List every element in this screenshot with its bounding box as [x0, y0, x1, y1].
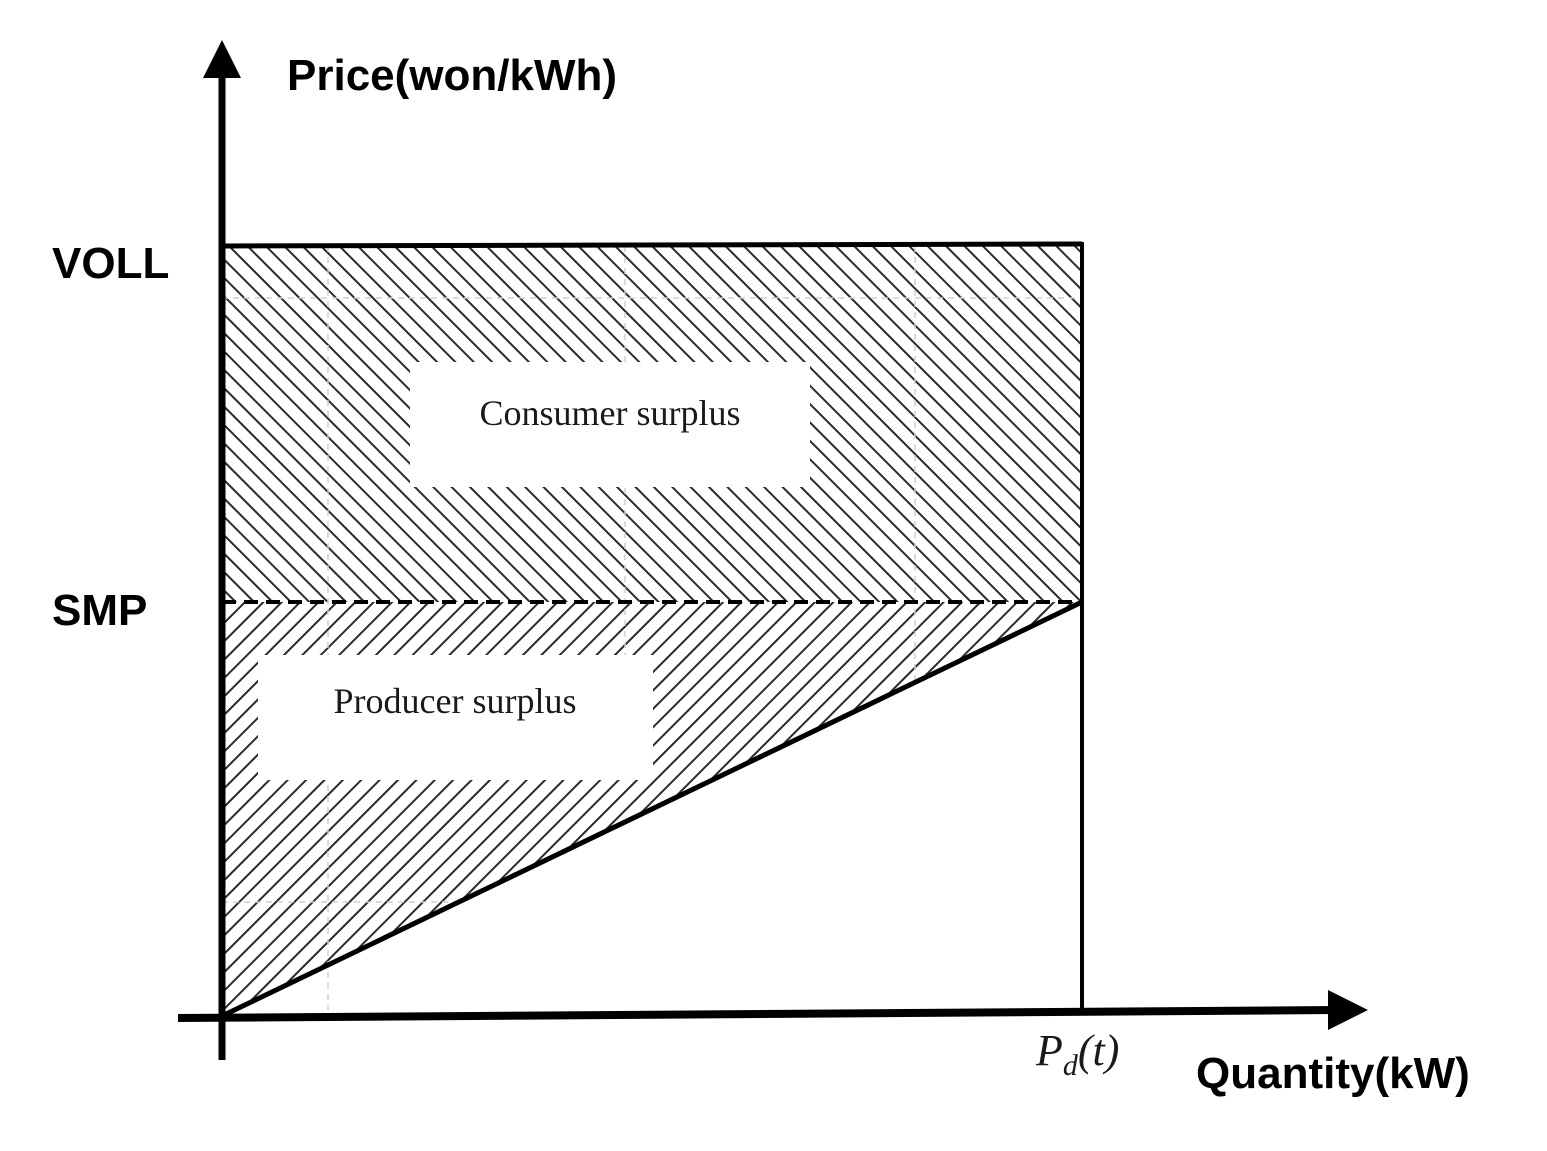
- y-axis-title: Price(won/kWh): [287, 51, 617, 100]
- demand-quantity-subscript: d: [1063, 1049, 1079, 1082]
- demand-quantity-main: P: [1035, 1026, 1063, 1075]
- demand-quantity-arg: (t): [1078, 1026, 1120, 1075]
- x-axis-title: Quantity(kW): [1196, 1049, 1470, 1098]
- consumer-label-box: [410, 362, 810, 487]
- smp-label: SMP: [52, 586, 147, 635]
- voll-label: VOLL: [52, 239, 169, 288]
- producer-surplus-label: Producer surplus: [334, 681, 577, 721]
- voll-line: [221, 241, 1083, 249]
- demand-quantity-label: Pd(t): [1035, 1026, 1119, 1082]
- x-axis-arrowhead: [1328, 990, 1368, 1030]
- consumer-surplus-label: Consumer surplus: [480, 393, 741, 433]
- producer-label-box: [258, 655, 653, 780]
- y-axis-arrowhead: [203, 40, 241, 78]
- x-axis: [177, 1006, 1336, 1022]
- supply-line: [220, 599, 1084, 1019]
